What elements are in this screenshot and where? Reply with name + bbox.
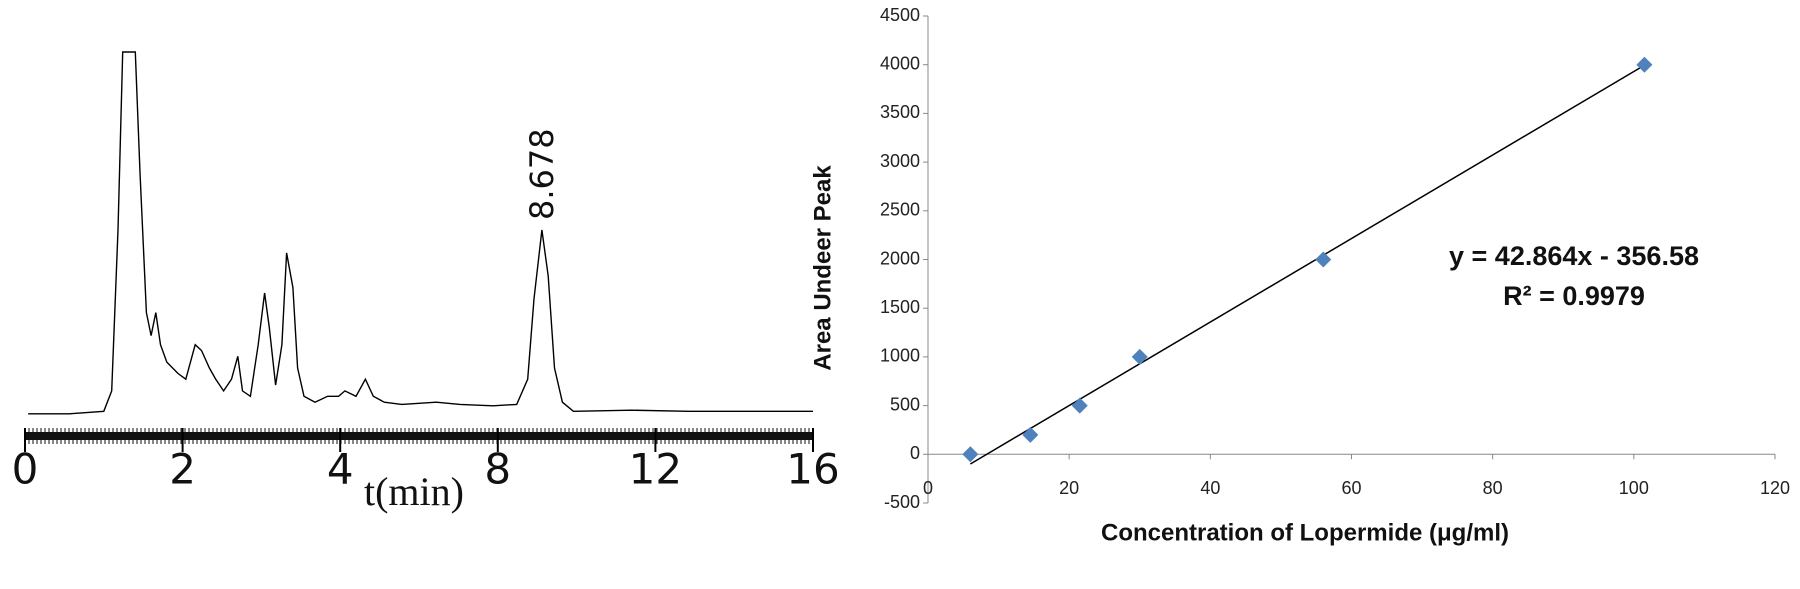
axis-strip — [25, 432, 813, 440]
x-tick-label: 0 — [12, 445, 39, 494]
x-tick-label: 0 — [923, 478, 933, 498]
x-tick-label: 12 — [629, 445, 682, 494]
x-tick-label: 16 — [786, 445, 839, 494]
trace — [28, 51, 813, 415]
y-tick-label: 4000 — [880, 53, 920, 73]
y-tick-label: -500 — [884, 492, 920, 512]
peak-annotation: 8.678 — [523, 128, 561, 220]
x-tick-label: 4 — [327, 445, 354, 494]
x-tick-label: 60 — [1341, 478, 1361, 498]
r-squared: R² = 0.9979 — [1503, 281, 1645, 311]
y-tick-label: 0 — [910, 443, 920, 463]
y-tick-label: 1500 — [880, 297, 920, 317]
y-tick-label: 3500 — [880, 102, 920, 122]
data-point — [1022, 426, 1039, 443]
x-axis-title: t(min) — [364, 469, 464, 514]
trendline — [969, 64, 1645, 465]
x-tick-label: 20 — [1059, 478, 1079, 498]
x-tick-label: 40 — [1200, 478, 1220, 498]
y-tick-label: 4500 — [880, 5, 920, 25]
x-tick-label: 100 — [1619, 478, 1649, 498]
y-axis-title: Area Undeer Peak — [809, 165, 836, 371]
data-point — [1071, 397, 1088, 414]
y-tick-label: 1000 — [880, 346, 920, 366]
x-axis-title: Concentration of Lopermide (μg/ml) — [1101, 519, 1509, 546]
x-tick-label: 2 — [169, 445, 196, 494]
x-tick-label: 8 — [484, 445, 511, 494]
data-point — [1131, 348, 1148, 365]
data-point — [1315, 251, 1332, 268]
x-tick-label: 120 — [1760, 478, 1790, 498]
y-tick-label: 3000 — [880, 151, 920, 171]
trendline-equation: y = 42.864x - 356.58 — [1449, 241, 1699, 271]
data-point — [962, 446, 979, 463]
y-tick-label: 500 — [890, 394, 920, 414]
data-point — [1636, 56, 1653, 73]
y-tick-label: 2000 — [880, 248, 920, 268]
y-tick-label: 2500 — [880, 200, 920, 220]
x-tick-label: 80 — [1483, 478, 1503, 498]
